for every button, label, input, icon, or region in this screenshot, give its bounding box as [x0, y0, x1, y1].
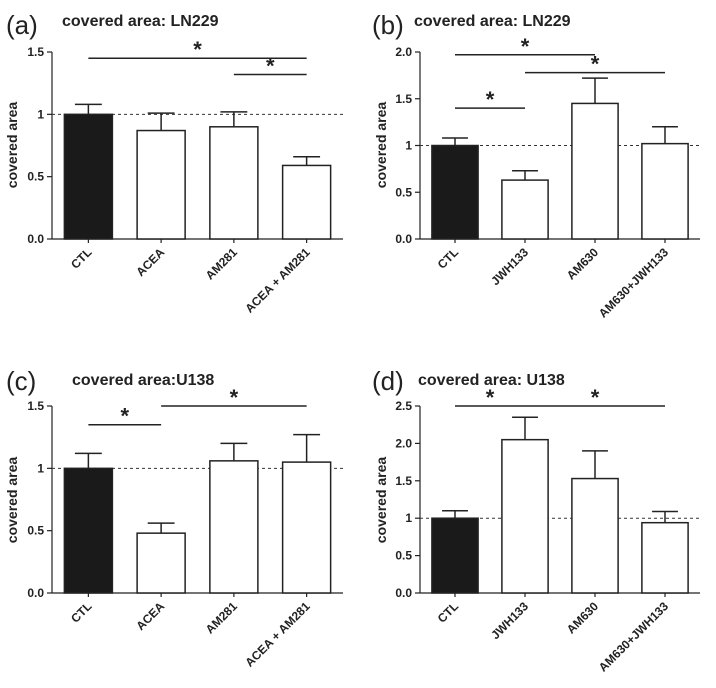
- y-axis-label: covered area: [373, 457, 389, 544]
- category-label: AM630+JWH133: [596, 245, 671, 320]
- bar: [571, 477, 619, 594]
- chart-title: covered area: LN229: [62, 13, 219, 30]
- bar: [281, 164, 332, 240]
- y-tick-label: 1.5: [395, 474, 412, 488]
- chart-title: covered area: LN229: [414, 13, 571, 30]
- chart-panel: (d) covered area: U138 covered area 0.0 0.5 1…: [372, 366, 700, 674]
- panel-letter: (a): [6, 10, 38, 40]
- significance-star: *: [486, 87, 495, 112]
- bar: [431, 144, 479, 240]
- significance-star: *: [486, 385, 495, 410]
- y-tick-label: 1: [37, 461, 44, 475]
- bar: [501, 179, 549, 240]
- y-tick-label: 0.5: [395, 185, 412, 199]
- significance-star: *: [591, 385, 600, 410]
- y-tick-label: 0.5: [27, 170, 44, 184]
- category-label: AM630: [564, 245, 601, 282]
- chart-panel: (b) covered area: LN229 covered area 0.0 0.5…: [372, 10, 700, 320]
- chart-panel: (c) covered area:U138 covered area 0.0 0.5 1 1…: [4, 366, 343, 670]
- category-label: AM281: [203, 245, 240, 282]
- bar: [281, 461, 332, 594]
- category-label: ACEA + AM281: [242, 599, 313, 670]
- bar: [136, 129, 186, 240]
- category-label: ACEA: [133, 599, 167, 633]
- panel-letter: (b): [372, 10, 404, 40]
- chart-title: covered area: U138: [418, 372, 565, 389]
- category-label: AM630: [564, 599, 601, 636]
- y-tick-label: 0.0: [27, 232, 44, 246]
- chart-panel: (a) covered area: LN229 covered area 0.0 0.5…: [4, 10, 343, 316]
- panel-letter: (d): [372, 366, 404, 396]
- category-label: JWH133: [488, 599, 531, 642]
- significance-star: *: [591, 52, 600, 77]
- y-tick-label: 0.5: [395, 549, 412, 563]
- bar: [641, 521, 689, 594]
- y-tick-label: 0.0: [395, 232, 412, 246]
- bar: [431, 517, 479, 594]
- y-tick-label: 1: [37, 107, 44, 121]
- y-tick-label: 2.5: [395, 399, 412, 413]
- y-tick-label: 0.0: [27, 586, 44, 600]
- category-label: CTL: [435, 245, 461, 271]
- bar: [209, 460, 259, 594]
- category-label: AM630+JWH133: [596, 599, 671, 674]
- y-tick-label: 1: [405, 511, 412, 525]
- bar: [641, 142, 689, 240]
- panel-letter: (c): [6, 366, 36, 396]
- bar: [63, 467, 114, 594]
- y-tick-label: 2.0: [395, 436, 412, 450]
- y-tick-label: 0.0: [395, 586, 412, 600]
- y-tick-label: 1.5: [395, 92, 412, 106]
- significance-star: *: [230, 385, 239, 410]
- bar: [501, 438, 549, 594]
- category-label: AM281: [203, 599, 240, 636]
- bar: [136, 532, 186, 594]
- chart-title: covered area:U138: [72, 372, 214, 389]
- significance-star: *: [120, 404, 129, 429]
- category-label: ACEA: [133, 245, 167, 279]
- y-tick-label: 2.0: [395, 45, 412, 59]
- bar: [209, 126, 259, 240]
- significance-star: *: [521, 34, 530, 59]
- y-tick-label: 1.5: [27, 399, 44, 413]
- category-label: JWH133: [488, 245, 531, 288]
- category-label: CTL: [435, 599, 461, 625]
- category-label: CTL: [68, 599, 94, 625]
- significance-star: *: [193, 37, 202, 62]
- y-tick-label: 0.5: [27, 524, 44, 538]
- y-axis-label: covered area: [4, 102, 20, 189]
- bar: [63, 113, 114, 240]
- y-axis-label: covered area: [4, 457, 20, 544]
- category-label: CTL: [68, 245, 94, 271]
- y-tick-label: 1: [405, 139, 412, 153]
- y-tick-label: 1.5: [27, 45, 44, 59]
- category-label: ACEA + AM281: [242, 245, 313, 316]
- y-axis-label: covered area: [373, 102, 389, 189]
- significance-star: *: [266, 53, 275, 78]
- bar: [571, 102, 619, 240]
